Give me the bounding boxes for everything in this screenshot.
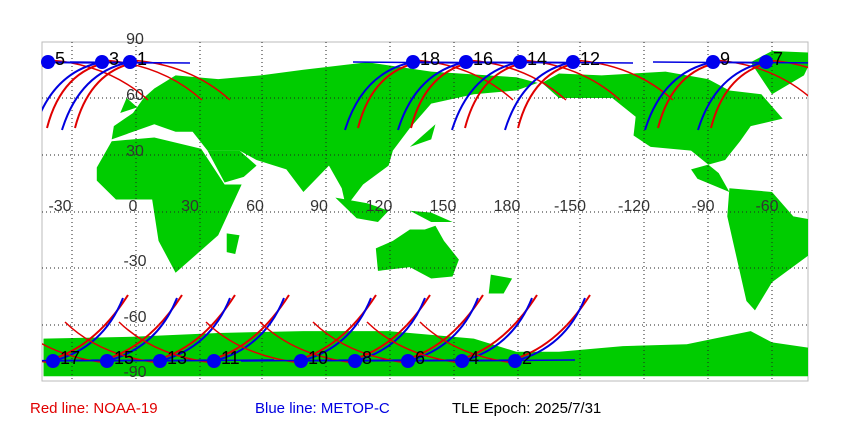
track-blue xyxy=(504,61,574,131)
track-blue xyxy=(213,297,285,362)
lat-label: 90 xyxy=(126,31,144,48)
track-blue xyxy=(159,297,231,362)
pass-point xyxy=(41,55,55,69)
pass-point xyxy=(566,55,580,69)
pass-point xyxy=(406,55,420,69)
lon-label: -150 xyxy=(554,198,586,215)
track-blue xyxy=(106,297,178,362)
lon-label: 120 xyxy=(366,198,393,215)
track-blue xyxy=(42,61,49,65)
pass-label: 14 xyxy=(527,49,547,69)
pass-label: 4 xyxy=(469,348,479,368)
track-blue xyxy=(397,61,467,131)
lat-label: 60 xyxy=(126,87,144,104)
pass-point xyxy=(401,354,415,368)
lat-label: -30 xyxy=(123,253,146,270)
lat-label: -60 xyxy=(123,309,146,326)
lon-label: 150 xyxy=(430,198,457,215)
track-red xyxy=(101,59,203,101)
legend-epoch: TLE Epoch: 2025/7/31 xyxy=(452,400,601,417)
lon-label: 30 xyxy=(181,198,199,215)
track-blue xyxy=(61,61,131,131)
pass-label: 18 xyxy=(420,49,440,69)
lon-label: -90 xyxy=(691,198,714,215)
pass-label: 15 xyxy=(114,348,134,368)
pass-point xyxy=(513,55,527,69)
lon-label: 90 xyxy=(310,198,328,215)
track-red xyxy=(519,59,621,101)
pass-label: 1 xyxy=(137,49,147,69)
pass-point xyxy=(294,354,308,368)
track-blue xyxy=(451,61,521,131)
pass-point xyxy=(46,354,60,368)
lon-label: -60 xyxy=(755,198,778,215)
pass-label: 12 xyxy=(580,49,600,69)
lon-label: -120 xyxy=(618,198,650,215)
pass-label: 3 xyxy=(109,49,119,69)
track-red xyxy=(129,59,231,101)
pass-label: 11 xyxy=(221,348,240,368)
pass-point xyxy=(207,354,221,368)
lat-label: -90 xyxy=(123,364,146,381)
track-blue xyxy=(52,297,124,362)
pass-label: 16 xyxy=(473,49,493,69)
lon-label: 60 xyxy=(246,198,264,215)
lon-label: -30 xyxy=(48,198,71,215)
track-red xyxy=(765,59,808,69)
track-blue xyxy=(344,61,414,131)
track-blue xyxy=(354,297,426,362)
pass-point xyxy=(100,354,114,368)
lon-label: 0 xyxy=(129,198,138,215)
track-red xyxy=(465,59,567,101)
pass-label: 2 xyxy=(522,348,532,368)
pass-point xyxy=(759,55,773,69)
pass-point xyxy=(455,354,469,368)
pass-label: 6 xyxy=(415,348,425,368)
pass-point xyxy=(459,55,473,69)
track-blue xyxy=(42,61,103,113)
lon-label: 180 xyxy=(494,198,521,215)
track-red xyxy=(712,59,808,97)
pass-point xyxy=(95,55,109,69)
track-blue xyxy=(300,297,372,362)
track-blue xyxy=(514,297,586,362)
pass-point xyxy=(348,354,362,368)
pass-label: 10 xyxy=(308,348,328,368)
labels: 90 60 30 -30 -60 -90 -30 0 30 60 90 120 150 180 -150 -1… xyxy=(41,31,783,381)
pass-point xyxy=(508,354,522,368)
pass-label: 7 xyxy=(773,49,783,69)
track-red xyxy=(412,59,514,101)
pass-point xyxy=(153,354,167,368)
track-blue xyxy=(644,61,714,131)
pass-point xyxy=(123,55,137,69)
pass-point xyxy=(706,55,720,69)
legend-red: Red line: NOAA-19 xyxy=(30,400,158,417)
pass-label: 9 xyxy=(720,49,730,69)
track-blue xyxy=(697,61,767,131)
pass-label: 8 xyxy=(362,348,372,368)
legend-blue: Blue line: METOP-C xyxy=(255,400,390,417)
track-blue xyxy=(461,297,533,362)
lat-label: 30 xyxy=(126,143,144,160)
pass-label: 13 xyxy=(167,348,187,368)
pass-label: 17 xyxy=(60,348,80,368)
pass-label: 5 xyxy=(55,49,65,69)
track-blue xyxy=(407,297,479,362)
